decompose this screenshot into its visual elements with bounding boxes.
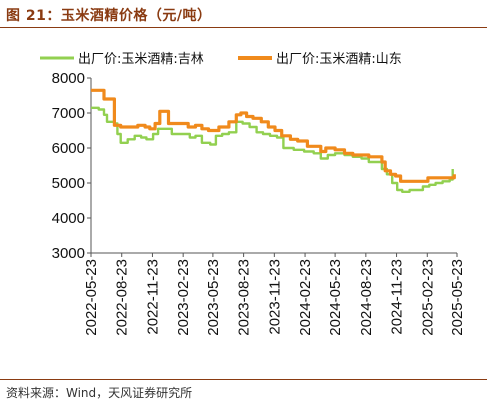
x-tick-label: 2024-02-23	[297, 259, 314, 336]
x-tick-label: 2022-05-23	[83, 259, 100, 336]
y-tick-label: 5000	[52, 175, 85, 192]
legend-label: 出厂价:玉米酒精:吉林	[78, 52, 204, 67]
y-tick-label: 6000	[52, 140, 85, 157]
y-tick-label: 7000	[52, 105, 85, 122]
source-note: 资料来源：Wind，天风证券研究所	[6, 386, 193, 400]
x-tick-label: 2023-02-23	[175, 259, 192, 336]
x-tick-label: 2023-11-23	[266, 259, 283, 335]
y-tick-label: 4000	[52, 210, 85, 227]
x-tick-label: 2024-11-23	[389, 259, 406, 335]
x-tick-label: 2023-08-23	[236, 259, 253, 336]
x-tick-label: 2023-05-23	[205, 259, 222, 336]
title-rule	[0, 27, 487, 28]
source-rule	[0, 379, 487, 380]
x-tick-label: 2024-05-23	[327, 259, 344, 336]
figure-title: 图 21：玉米酒精价格（元/吨）	[6, 8, 212, 24]
y-tick-label: 8000	[52, 70, 85, 87]
x-tick-label: 2022-08-23	[114, 259, 131, 336]
series-line-jilin	[91, 106, 454, 193]
series-line-shandong	[91, 88, 456, 183]
x-tick-label: 2025-05-23	[449, 259, 466, 336]
x-tick-label: 2024-08-23	[358, 259, 375, 336]
x-tick-label: 2022-11-23	[144, 259, 161, 335]
legend-label: 出厂价:玉米酒精:山东	[276, 52, 402, 67]
x-tick-label: 2025-02-23	[419, 259, 436, 336]
y-tick-label: 3000	[52, 245, 85, 262]
